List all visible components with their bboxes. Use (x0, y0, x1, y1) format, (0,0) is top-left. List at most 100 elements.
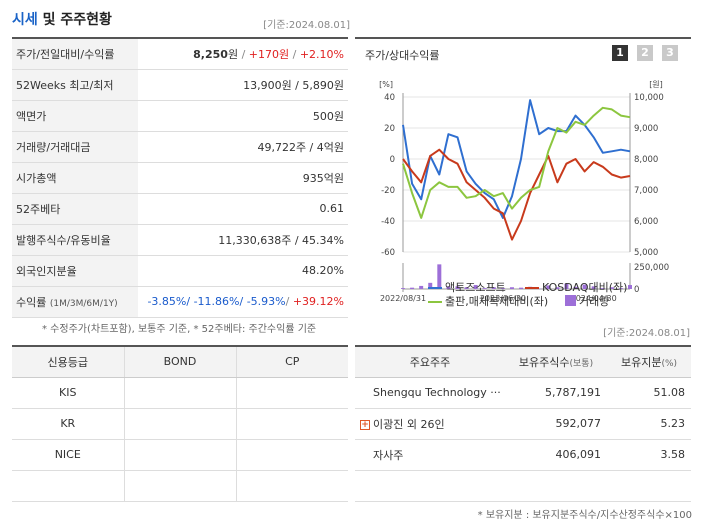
volume-tick-label: 0 (634, 285, 639, 295)
value-returns: -3.85%/ -11.86%/ -5.93%/ +39.12% (138, 286, 348, 318)
volume-bar (464, 287, 469, 289)
right-tick-label: 6,000 (634, 217, 658, 227)
price-chart: [%] [원] 40 20 0 -20 -40 -60 10,000 9,000 8,000 7,00… (379, 80, 669, 303)
credit-header-cp: CP (236, 346, 348, 378)
legend-item-sector: 출판,매체복제대비(좌) (428, 293, 548, 309)
price-change: +170원 (248, 47, 290, 61)
chart-page-3-button[interactable]: 3 (662, 45, 678, 61)
volume-bar (591, 286, 596, 289)
holders-header-shares-sub: (보통) (569, 358, 594, 369)
label-foreign: 외국인지분율 (12, 255, 138, 287)
chart-title: 주가/상대수익률 (365, 49, 440, 62)
volume-bar (428, 282, 433, 289)
x-tick-label: 2024/04/30 (571, 294, 617, 303)
value-mcap: 935억원 (138, 162, 348, 194)
table-row: KR (12, 408, 348, 440)
chart-page-2-button[interactable]: 2 (637, 45, 653, 61)
credit-cp (236, 470, 348, 502)
return-3m: -11.86% (193, 295, 240, 308)
volume-bar (419, 285, 424, 289)
note-top: * 수정주가(차트포함), 보통주 기준, * 52주베타: 주간수익률 기준 (42, 324, 317, 335)
value-shares: 11,330,638주 / 45.34% (138, 224, 348, 256)
major-holders-table: 주요주주 보유주식수(보통) 보유지분(%) Shengqu Technolog… (355, 345, 691, 502)
row-foreign: 외국인지분율 48.20% (12, 255, 348, 287)
title-rest: 및 주주현황 (37, 12, 112, 28)
label-returns: 수익률 (1M/3M/6M/1Y) (12, 286, 138, 318)
sector-relative-line (402, 106, 631, 219)
volume-bar (519, 287, 524, 289)
current-price: 8,250 (193, 47, 228, 61)
x-tick-label: 2023/06/30 (480, 294, 526, 303)
holder-name: Shengqu Technology ··· (355, 377, 505, 409)
holder-ratio: 5.23 (607, 408, 691, 440)
expand-plus-icon[interactable]: + (360, 419, 370, 430)
label-52weeks: 52Weeks 최고/최저 (12, 69, 138, 101)
volume-bar (582, 284, 587, 289)
legend-swatch-volume (565, 295, 576, 306)
base-date-top: [기준:2024.08.01] (263, 20, 350, 31)
volume-bar (564, 283, 569, 289)
row-52weeks: 52Weeks 최고/최저 13,900원 / 5,890원 (12, 69, 348, 101)
volume-bar (446, 286, 451, 289)
chart-panel: 주가/상대수익률 1 2 3 [%] [원] 40 20 0 -20 -40 -60 10,00… (355, 37, 691, 313)
right-tick-label: 8,000 (634, 155, 658, 165)
volume-bar (473, 285, 478, 289)
legend-swatch-actoz (428, 287, 442, 289)
volume-bar (600, 288, 605, 289)
credit-header-bond: BOND (124, 346, 237, 378)
holder-name (355, 470, 505, 502)
holder-name-cell: + 이광진 외 26인 (355, 408, 505, 440)
credit-bond (124, 377, 237, 409)
label-shares: 발행주식수/유동비율 (12, 224, 138, 256)
value-par: 500원 (138, 100, 348, 132)
credit-agency: NICE (12, 439, 125, 471)
return-6m: -5.93% (246, 295, 286, 308)
value-beta: 0.61 (138, 193, 348, 225)
quote-info-table: 주가/전일대비/수익률 8,250원 / +170원 / +2.10% 52We… (12, 37, 348, 318)
holders-header-shares-label: 보유주식수 (518, 355, 570, 369)
left-tick-label: 40 (384, 93, 395, 103)
row-par: 액면가 500원 (12, 100, 348, 132)
left-tick-label: -20 (381, 186, 395, 196)
volume-bar (573, 286, 578, 289)
chart-page-1-button[interactable]: 1 (612, 45, 628, 61)
row-volume: 거래량/거래대금 49,722주 / 4억원 (12, 131, 348, 163)
row-returns: 수익률 (1M/3M/6M/1Y) -3.85%/ -11.86%/ -5.93… (12, 286, 348, 318)
left-tick-label: 0 (390, 155, 395, 165)
credit-agency: KR (12, 408, 125, 440)
credit-agency (12, 470, 125, 502)
label-volume: 거래량/거래대금 (12, 131, 138, 163)
credit-rating-table: 신용등급 BOND CP KIS KR NICE (12, 345, 348, 502)
label-mcap: 시가총액 (12, 162, 138, 194)
table-row (12, 470, 348, 502)
row-mcap: 시가총액 935억원 (12, 162, 348, 194)
table-row: + 이광진 외 26인 592,077 5.23 (355, 408, 691, 440)
legend-item-actoz: 액토즈소프트 (428, 279, 506, 295)
volume-bar (618, 288, 623, 289)
return-1y: +39.12% (292, 295, 344, 308)
volume-bar (509, 287, 514, 289)
right-tick-label: 10,000 (634, 93, 664, 103)
holder-shares (505, 470, 607, 502)
base-date-mid: [기준:2024.08.01] (603, 328, 690, 339)
volume-bar (455, 286, 460, 289)
volume-bar (401, 288, 405, 289)
left-axis-unit: [%] (379, 80, 393, 89)
holder-name: 자사주 (355, 439, 505, 471)
volume-bar (546, 285, 551, 289)
x-tick-label: 2022/08/31 (380, 294, 426, 303)
volume-tick-label: 250,000 (634, 263, 669, 273)
value-price: 8,250원 / +170원 / +2.10% (138, 38, 348, 70)
credit-bond (124, 439, 237, 471)
volume-bar (628, 285, 632, 289)
title-accent: 시세 (12, 12, 38, 28)
volume-bar (500, 288, 505, 289)
right-axis-unit: [원] (649, 80, 663, 89)
legend-item-volume: 거래량 (565, 293, 609, 309)
legend-swatch-kosdaq (525, 287, 539, 289)
volume-bar (437, 264, 442, 289)
credit-cp (236, 408, 348, 440)
holder-ratio: 3.58 (607, 439, 691, 471)
holders-header-ratio: 보유지분(%) (607, 346, 691, 378)
holders-header-shares: 보유주식수(보통) (505, 346, 607, 378)
